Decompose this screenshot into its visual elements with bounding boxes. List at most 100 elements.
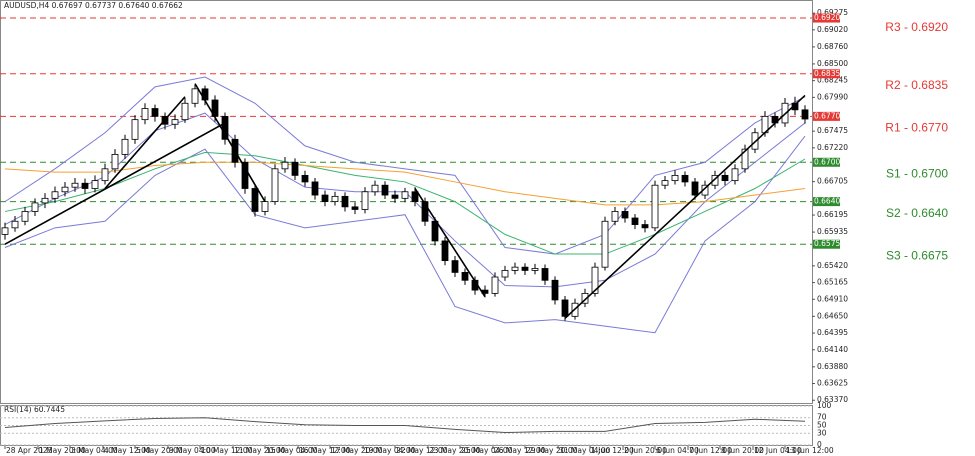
y-tick-label: 0.67990 bbox=[817, 92, 848, 101]
x-tick-label: 1 Jun 12:00 bbox=[591, 446, 634, 455]
x-tick-label: 22 May 12:00 bbox=[396, 446, 448, 455]
rsi-tick-label: 30 bbox=[817, 428, 827, 437]
y-tick-label: 0.67475 bbox=[817, 126, 848, 135]
candle-body bbox=[271, 168, 279, 203]
candle-body bbox=[381, 184, 389, 196]
level-price-label: 0.67000 bbox=[814, 157, 845, 166]
x-tick-label: 26 May 12:00 bbox=[494, 446, 546, 455]
level-price-box bbox=[813, 111, 840, 121]
candle-body bbox=[141, 108, 149, 121]
x-tick-label: 4 May 12:00 bbox=[104, 446, 151, 455]
trendline bbox=[4, 122, 226, 245]
level-label: S3 - 0.6675 bbox=[886, 248, 948, 262]
y-tick-label: 0.68245 bbox=[817, 76, 848, 85]
y-tick-label: 0.63880 bbox=[817, 362, 848, 371]
trendline bbox=[194, 83, 266, 203]
level-price-box bbox=[813, 197, 840, 207]
level-price-label: 0.69200 bbox=[814, 13, 845, 22]
level-label: R2 - 0.6835 bbox=[885, 78, 948, 92]
candle-body bbox=[111, 154, 119, 170]
candle-body bbox=[501, 270, 509, 278]
candle-body bbox=[601, 220, 609, 268]
candle-body bbox=[351, 206, 359, 210]
level-price-box bbox=[813, 157, 840, 167]
candle-body bbox=[311, 181, 319, 196]
y-tick-label: 0.63370 bbox=[817, 395, 848, 404]
level-label: R1 - 0.6770 bbox=[885, 121, 948, 135]
candle-body bbox=[281, 161, 289, 170]
candle-body bbox=[641, 224, 649, 229]
candle-body bbox=[51, 191, 59, 199]
y-tick-label: 0.64910 bbox=[817, 294, 848, 303]
candle-body bbox=[191, 88, 199, 104]
rsi-tick-label: 0 bbox=[817, 440, 822, 449]
candle-body bbox=[21, 211, 29, 222]
candle-body bbox=[361, 191, 369, 210]
y-tick-label: 0.68500 bbox=[817, 59, 848, 68]
y-tick-label: 0.64395 bbox=[817, 328, 848, 337]
candle-body bbox=[71, 182, 79, 188]
x-tick-label: 2 Jun 20:00 bbox=[624, 446, 667, 455]
candle-body bbox=[291, 161, 299, 176]
x-tick-label: 12 Jun 04:00 bbox=[754, 446, 802, 455]
candle-body bbox=[431, 220, 439, 242]
level-label: R3 - 0.6920 bbox=[885, 20, 948, 34]
level-label: S1 - 0.6700 bbox=[886, 166, 948, 180]
x-tick-label: 11 May 20:00 bbox=[234, 446, 286, 455]
candle-body bbox=[451, 260, 459, 273]
y-tick-label: 0.66195 bbox=[817, 210, 848, 219]
candle-body bbox=[651, 184, 659, 229]
y-tick-label: 0.69020 bbox=[817, 25, 848, 34]
candle-body bbox=[731, 168, 739, 182]
candle-body bbox=[631, 217, 639, 225]
trendline bbox=[564, 94, 806, 319]
candle-body bbox=[581, 292, 589, 304]
x-tick-label: 28 Apr 2023 bbox=[6, 446, 53, 455]
candle-body bbox=[341, 195, 349, 208]
candle-body bbox=[591, 266, 599, 294]
candle-body bbox=[661, 180, 669, 186]
candle-body bbox=[461, 272, 469, 281]
x-tick-label: 8 Jun 20:00 bbox=[721, 446, 764, 455]
candle-body bbox=[181, 102, 189, 121]
candle-body bbox=[681, 174, 689, 183]
chart-title: AUDUSD,H4 0.67697 0.67737 0.67640 0.6766… bbox=[4, 1, 183, 10]
candle-body bbox=[321, 194, 329, 203]
x-tick-label: 19 May 04:00 bbox=[364, 446, 416, 455]
y-tick-label: 0.65165 bbox=[817, 278, 848, 287]
rsi-tick-label: 70 bbox=[817, 413, 827, 422]
candle-body bbox=[611, 211, 619, 222]
candle-body bbox=[531, 268, 539, 271]
candle-body bbox=[131, 119, 139, 140]
level-label: S2 - 0.6640 bbox=[886, 206, 948, 220]
candle-body bbox=[621, 211, 629, 219]
x-tick-label: 6 Jun 04:00 bbox=[656, 446, 699, 455]
candle-body bbox=[721, 174, 729, 182]
candle-body bbox=[251, 188, 259, 212]
candle-body bbox=[261, 201, 269, 212]
candle-body bbox=[221, 115, 229, 140]
x-tick-label: 3 May 04:00 bbox=[71, 446, 118, 455]
x-tick-label: 16 May 12:00 bbox=[299, 446, 351, 455]
candle-body bbox=[1, 227, 9, 235]
candle-body bbox=[741, 148, 749, 170]
candle-body bbox=[61, 186, 69, 193]
candle-body bbox=[171, 119, 179, 125]
candle-body bbox=[511, 266, 519, 271]
candle-body bbox=[371, 184, 379, 193]
y-tick-label: 0.65935 bbox=[817, 227, 848, 236]
candle-body bbox=[561, 299, 569, 317]
x-tick-label: 15 May 04:00 bbox=[266, 446, 318, 455]
y-tick-label: 0.64140 bbox=[817, 345, 848, 354]
candle-body bbox=[691, 181, 699, 196]
candle-body bbox=[121, 138, 129, 155]
indicator-line bbox=[4, 135, 806, 334]
x-tick-label: 17 May 20:00 bbox=[331, 446, 383, 455]
x-tick-label: 7 Jun 12:00 bbox=[689, 446, 732, 455]
level-price-box bbox=[813, 69, 840, 79]
trendline bbox=[414, 188, 486, 298]
y-tick-label: 0.68760 bbox=[817, 42, 848, 51]
x-tick-label: 10 May 12:00 bbox=[201, 446, 253, 455]
candle-body bbox=[411, 191, 419, 203]
candle-body bbox=[671, 174, 679, 182]
